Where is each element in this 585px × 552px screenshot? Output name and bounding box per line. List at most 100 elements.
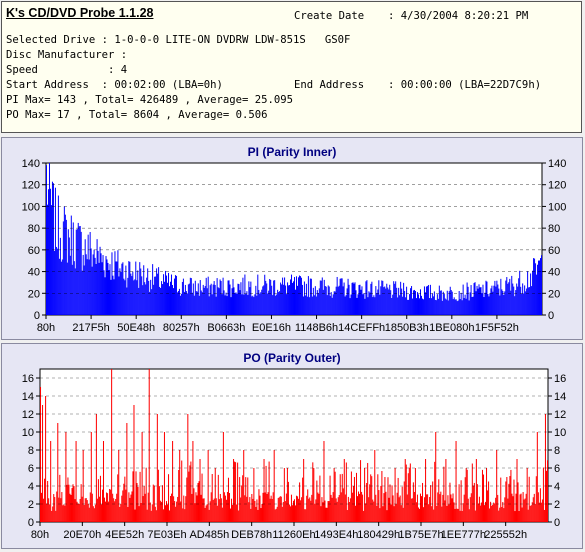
po-bar — [528, 476, 530, 522]
pi-bar — [97, 250, 99, 315]
pi-bar — [315, 296, 317, 315]
po-bar — [281, 506, 283, 522]
po-bar — [216, 505, 218, 522]
pi-bar — [117, 250, 119, 315]
po-bar — [383, 493, 385, 522]
pi-bar — [188, 283, 190, 315]
po-bar — [411, 498, 413, 522]
po-bar — [377, 474, 379, 522]
pi-bar — [150, 279, 152, 315]
pi-bar — [439, 290, 441, 315]
po-bars — [40, 369, 548, 522]
pi-bar — [211, 294, 213, 315]
pi-bar — [339, 278, 341, 315]
pi-bar — [363, 293, 365, 315]
pi-bar — [133, 280, 135, 315]
po-bar — [509, 476, 511, 522]
po-bar — [390, 504, 392, 522]
pi-bar — [360, 289, 362, 315]
pi-bar — [73, 261, 75, 315]
pi-bar — [275, 295, 277, 315]
pi-bar — [331, 297, 333, 315]
pi-bar — [165, 270, 167, 315]
po-bar — [142, 496, 144, 522]
po-bar — [186, 477, 188, 522]
pi-bar — [196, 291, 198, 315]
po-bar — [445, 459, 447, 522]
pi-bar — [396, 287, 398, 315]
pi-bar — [536, 274, 538, 315]
po-bar — [429, 497, 431, 522]
po-bar — [491, 505, 493, 522]
po-bar — [466, 469, 468, 522]
po-bar — [305, 509, 307, 522]
pi-bar — [495, 286, 497, 315]
pi-bar — [95, 263, 97, 315]
pi-bar — [379, 294, 381, 315]
po-bar — [373, 501, 375, 522]
pi-bar — [412, 298, 414, 315]
po-bar — [304, 509, 306, 522]
pi-bar — [169, 286, 171, 315]
pi-bar — [400, 281, 402, 315]
pi-bar — [128, 261, 130, 315]
pi-bar — [64, 214, 66, 315]
po-bar — [149, 502, 151, 522]
po-bar — [73, 486, 75, 522]
po-bar — [428, 504, 430, 522]
pi-bar — [320, 280, 322, 315]
pi-bar — [244, 274, 246, 315]
pi-bar — [281, 284, 283, 315]
pi-bar — [109, 264, 111, 315]
pi-bar — [358, 285, 360, 315]
pi-bar — [140, 268, 142, 315]
pi-bar — [457, 300, 459, 315]
pi-bar — [507, 283, 509, 315]
pi-bar — [286, 294, 288, 315]
pi-bar — [334, 291, 336, 315]
po-bar — [48, 498, 50, 522]
pi-bar — [393, 281, 395, 315]
pi-bar — [267, 293, 269, 315]
po-bar — [254, 500, 256, 522]
pi-bar — [149, 291, 151, 315]
pi-bar — [445, 299, 447, 315]
pi-bar — [51, 181, 53, 315]
po-bar — [125, 489, 127, 522]
po-bar — [240, 497, 242, 522]
po-bar — [274, 509, 276, 522]
pi-bar — [351, 282, 353, 315]
pi-bar — [255, 285, 257, 315]
pi-bar — [293, 281, 295, 315]
pi-bar — [524, 285, 526, 315]
pi-bar — [386, 283, 388, 315]
po-bar — [306, 495, 308, 522]
pi-bar — [534, 258, 536, 315]
po-bar — [483, 505, 486, 522]
pi-bar — [269, 279, 271, 315]
pi-bar — [201, 292, 203, 315]
po-bar — [374, 450, 376, 522]
pi-bar — [466, 282, 468, 315]
pi-bar — [234, 293, 236, 315]
po-chart-panel: PO (Parity Outer) 0 0 2 2 4 4 6 6 8 8 10 10 12 12 14 14 1… — [1, 343, 583, 549]
po-bar — [545, 470, 547, 522]
po-bar — [418, 508, 420, 522]
pi-bar — [225, 292, 227, 315]
po-bar — [109, 489, 111, 522]
pi-bar — [498, 288, 500, 315]
pi-bar — [337, 286, 339, 315]
po-bar — [43, 498, 45, 522]
po-ytick-label-left: 14 — [22, 391, 34, 403]
pi-bar — [197, 283, 199, 315]
po-ytick-label-right: 6 — [554, 463, 560, 475]
pi-bar — [78, 226, 80, 315]
po-xtick-label: 4EE52h — [105, 529, 144, 541]
po-bar — [386, 510, 388, 522]
po-bar — [255, 506, 257, 522]
po-bar — [337, 497, 339, 522]
po-bar — [475, 459, 477, 522]
po-bar — [426, 494, 428, 522]
pi-bar — [528, 287, 530, 315]
po-bar — [333, 468, 335, 522]
